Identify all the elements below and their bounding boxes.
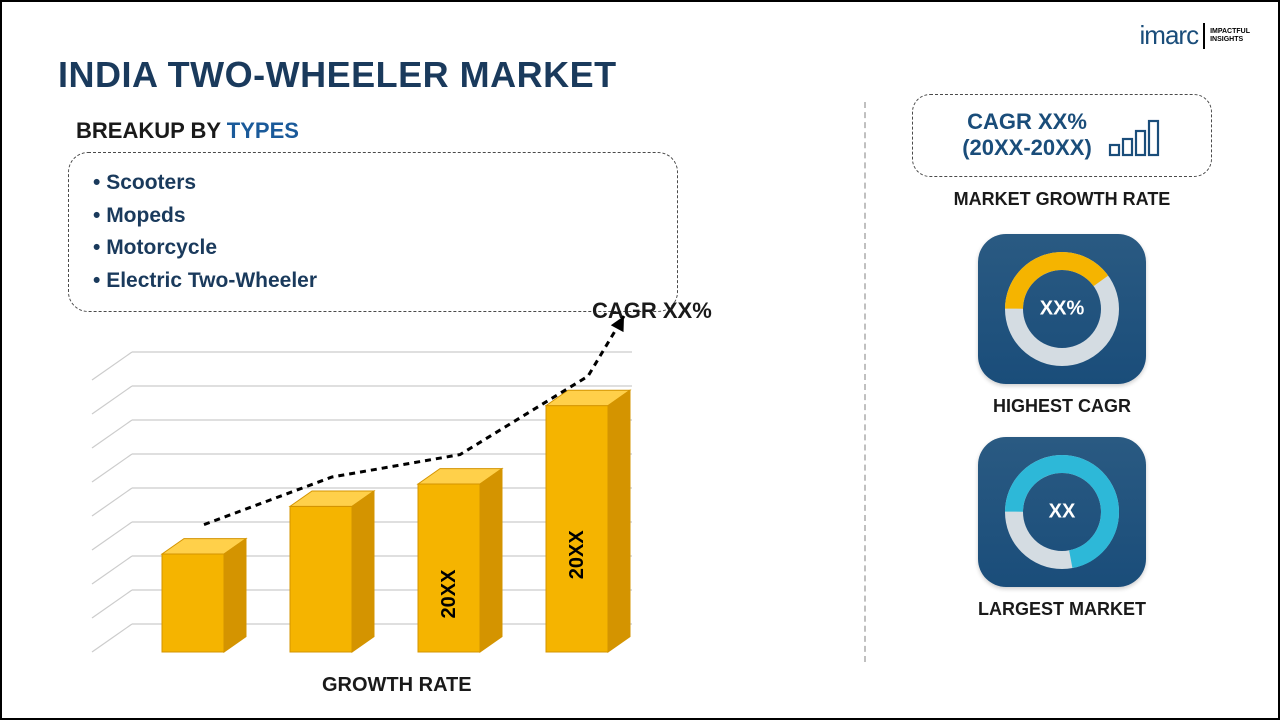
right-column: CAGR XX% (20XX-20XX) MARKET GROWTH RATE … (902, 94, 1222, 626)
type-item: Motorcycle (93, 232, 653, 265)
donut-center-value: XX (1049, 500, 1076, 523)
subtitle-prefix: BREAKUP BY (76, 118, 227, 143)
type-item: Scooters (93, 167, 653, 200)
logo-divider (1203, 23, 1205, 49)
logo-tagline-1: IMPACTFUL (1210, 28, 1250, 35)
cagr-line1: CAGR XX% (967, 109, 1087, 134)
page-title: INDIA TWO-WHEELER MARKET (58, 54, 617, 96)
logo-tagline: IMPACTFUL INSIGHTS (1210, 28, 1250, 43)
highest-cagr-label: HIGHEST CAGR (993, 396, 1131, 417)
subtitle: BREAKUP BY TYPES (76, 118, 299, 144)
cagr-line2: (20XX-20XX) (962, 135, 1092, 160)
bar-chart: 20XX 20XX (72, 312, 772, 672)
svg-text:20XX: 20XX (566, 530, 588, 580)
type-item: Mopeds (93, 200, 653, 233)
highest-cagr-donut: XX% (1001, 248, 1123, 370)
market-growth-rate-label: MARKET GROWTH RATE (954, 189, 1171, 210)
brand-logo: imarc IMPACTFUL INSIGHTS (1140, 20, 1250, 51)
largest-market-label: LARGEST MARKET (978, 599, 1146, 620)
svg-text:20XX: 20XX (438, 569, 460, 619)
subtitle-highlight: TYPES (227, 118, 299, 143)
type-item: Electric Two-Wheeler (93, 265, 653, 298)
types-box: Scooters Mopeds Motorcycle Electric Two-… (68, 152, 678, 312)
logo-tagline-2: INSIGHTS (1210, 36, 1243, 43)
growth-rate-label: GROWTH RATE (322, 674, 472, 697)
largest-market-donut: XX (1001, 451, 1123, 573)
column-divider (864, 102, 866, 662)
cagr-pill-text: CAGR XX% (20XX-20XX) (962, 109, 1092, 162)
mini-bars-icon (1106, 113, 1162, 157)
cagr-pill: CAGR XX% (20XX-20XX) (912, 94, 1212, 177)
types-list: Scooters Mopeds Motorcycle Electric Two-… (93, 167, 653, 297)
donut-center-value: XX% (1040, 297, 1084, 320)
logo-text: imarc (1140, 20, 1199, 51)
highest-cagr-tile: XX% (978, 234, 1146, 384)
largest-market-tile: XX (978, 437, 1146, 587)
